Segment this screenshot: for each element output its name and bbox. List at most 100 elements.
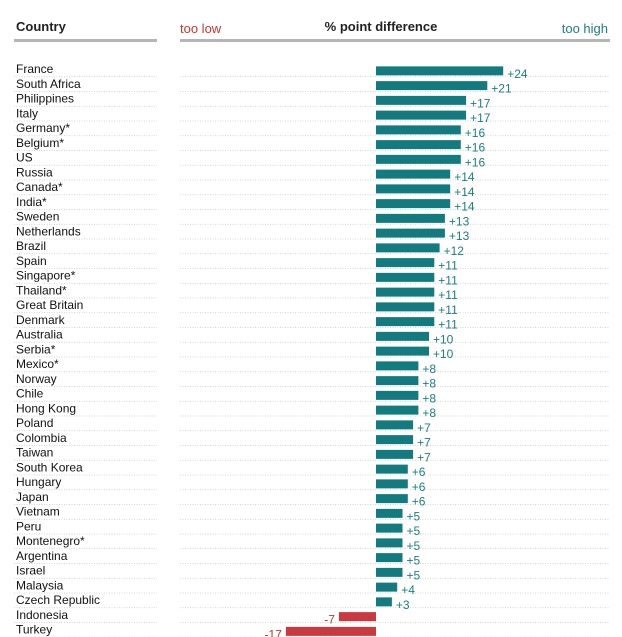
bar-japan bbox=[376, 494, 408, 504]
country-label-sweden: Sweden bbox=[16, 210, 59, 224]
table-row: Canada* +14 bbox=[14, 180, 610, 199]
country-label-australia: Australia bbox=[16, 328, 63, 342]
bar-australia bbox=[376, 331, 429, 341]
table-row: Belgium* +16 bbox=[14, 136, 610, 155]
bar-singapore bbox=[376, 272, 435, 282]
country-label-south-korea: South Korea bbox=[16, 460, 83, 474]
value-label-indonesia: -7 bbox=[324, 613, 335, 627]
table-row: India* +14 bbox=[14, 195, 610, 214]
table-row: Singapore* +11 bbox=[14, 269, 610, 287]
table-row: Indonesia -7 bbox=[14, 608, 610, 627]
table-row: Montenegro* +5 bbox=[14, 534, 610, 553]
value-label-philippines: +17 bbox=[470, 96, 491, 110]
country-label-france: France bbox=[16, 62, 54, 76]
value-label-serbia: +10 bbox=[433, 347, 454, 361]
country-label-great-britain: Great Britain bbox=[16, 298, 83, 312]
table-row: France +24 bbox=[14, 62, 610, 81]
country-label-czech-republic: Czech Republic bbox=[16, 593, 100, 607]
table-row: Mexico* +8 bbox=[14, 357, 610, 376]
value-label-montenegro: +5 bbox=[407, 539, 421, 553]
country-label-spain: Spain bbox=[16, 254, 47, 268]
country-label-hungary: Hungary bbox=[16, 475, 61, 489]
value-label-great-britain: +11 bbox=[438, 303, 458, 317]
table-row: Netherlands +13 bbox=[14, 224, 610, 243]
country-label-mexico: Mexico* bbox=[16, 357, 59, 371]
bar-mexico bbox=[376, 361, 419, 371]
bar-netherlands bbox=[376, 228, 445, 238]
value-label-taiwan: +7 bbox=[417, 450, 431, 464]
country-label-singapore: Singapore* bbox=[16, 269, 76, 283]
table-row: Chile +8 bbox=[14, 387, 610, 405]
country-label-hong-kong: Hong Kong bbox=[16, 401, 76, 415]
bar-israel bbox=[376, 567, 403, 577]
table-row: Brazil +12 bbox=[14, 239, 610, 258]
value-label-belgium: +16 bbox=[465, 141, 486, 155]
table-row: Australia +10 bbox=[14, 328, 610, 346]
table-row: Hong Kong +8 bbox=[14, 401, 610, 420]
table-row: Israel +5 bbox=[14, 564, 610, 582]
value-label-germany: +16 bbox=[465, 126, 486, 140]
country-label-philippines: Philippines bbox=[16, 92, 74, 106]
bar-indonesia bbox=[338, 612, 376, 622]
bar-serbia bbox=[376, 346, 429, 356]
country-label-germany: Germany* bbox=[16, 121, 70, 135]
value-label-hong-kong: +8 bbox=[422, 406, 436, 420]
bar-germany bbox=[376, 125, 461, 135]
value-label-argentina: +5 bbox=[407, 554, 421, 568]
bar-india bbox=[376, 199, 451, 209]
bar-argentina bbox=[376, 553, 403, 563]
table-row: Colombia +7 bbox=[14, 431, 610, 450]
country-label-peru: Peru bbox=[16, 519, 41, 533]
country-label-israel: Israel bbox=[16, 564, 45, 578]
value-label-us: +16 bbox=[465, 155, 486, 169]
table-row: Great Britain +11 bbox=[14, 298, 610, 317]
table-row: Japan +6 bbox=[14, 490, 610, 509]
value-label-denmark: +11 bbox=[438, 318, 458, 332]
value-label-malaysia: +4 bbox=[401, 583, 415, 597]
table-row: Spain +11 bbox=[14, 254, 610, 273]
too-low-label: too low bbox=[180, 21, 222, 36]
bar-chile bbox=[376, 390, 419, 400]
country-label-thailand: Thailand* bbox=[16, 283, 67, 297]
bar-us bbox=[376, 154, 461, 164]
country-label-vietnam: Vietnam bbox=[16, 505, 60, 519]
country-label-malaysia: Malaysia bbox=[16, 578, 64, 592]
table-row: Czech Republic +3 bbox=[14, 593, 610, 612]
bar-czech-republic bbox=[376, 597, 392, 607]
bar-hong-kong bbox=[376, 405, 419, 415]
country-label-russia: Russia bbox=[16, 165, 53, 179]
bar-italy bbox=[376, 110, 467, 120]
value-label-south-korea: +6 bbox=[412, 465, 426, 479]
value-label-sweden: +13 bbox=[449, 214, 470, 228]
table-row: Sweden +13 bbox=[14, 210, 610, 228]
country-label-chile: Chile bbox=[16, 387, 44, 401]
value-label-poland: +7 bbox=[417, 421, 431, 435]
value-label-chile: +8 bbox=[422, 391, 436, 405]
table-row: Germany* +16 bbox=[14, 121, 610, 140]
bar-montenegro bbox=[376, 538, 403, 548]
value-label-hungary: +6 bbox=[412, 480, 426, 494]
country-label-us: US bbox=[16, 151, 33, 165]
country-label-colombia: Colombia bbox=[16, 431, 67, 445]
table-row: Philippines +17 bbox=[14, 92, 610, 110]
table-row: Vietnam +5 bbox=[14, 505, 610, 523]
value-label-colombia: +7 bbox=[417, 436, 431, 450]
country-label-montenegro: Montenegro* bbox=[16, 534, 85, 548]
table-row: Serbia* +10 bbox=[14, 342, 610, 361]
bar-canada bbox=[376, 184, 451, 194]
country-label-indonesia: Indonesia bbox=[16, 608, 68, 622]
value-label-russia: +14 bbox=[454, 170, 475, 184]
table-row: Taiwan +7 bbox=[14, 446, 610, 464]
bar-brazil bbox=[376, 243, 440, 253]
table-row: Thailand* +11 bbox=[14, 283, 610, 302]
table-row: Peru +5 bbox=[14, 519, 610, 538]
value-label-vietnam: +5 bbox=[407, 509, 421, 523]
table-row: Poland +7 bbox=[14, 416, 610, 435]
country-label-india: India* bbox=[16, 195, 47, 209]
axis-title: % point difference bbox=[325, 19, 438, 34]
bar-peru bbox=[376, 523, 403, 533]
value-label-south-africa: +21 bbox=[491, 82, 512, 96]
table-row: Turkey -17 bbox=[14, 623, 610, 637]
